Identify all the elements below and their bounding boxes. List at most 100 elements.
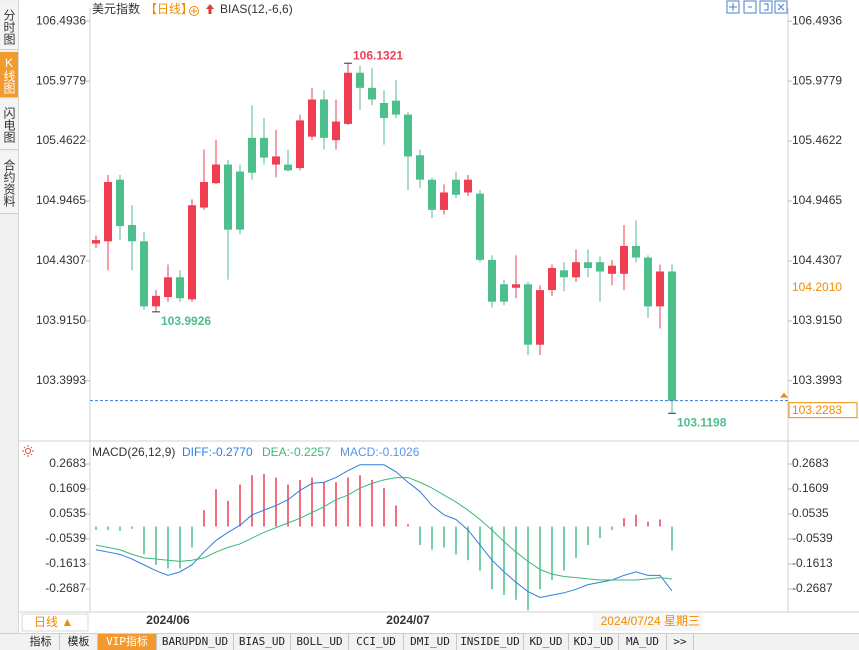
indicator-tab[interactable]: CCI_UD: [349, 634, 404, 650]
sidebar-tab[interactable]: K线图: [0, 52, 18, 98]
candle-body: [608, 265, 616, 274]
legend-entry: DEA:-0.2257: [262, 445, 331, 459]
y-tick-label: 0.1609: [49, 481, 86, 495]
macd-bar: [515, 526, 517, 600]
y2-tick-label: 105.4622: [792, 133, 842, 147]
macd-bar: [491, 526, 493, 590]
y-tick-label: -0.1613: [45, 556, 86, 570]
candle-body: [392, 100, 400, 115]
candle-body: [260, 137, 268, 158]
y-tick-label: 103.9150: [36, 313, 86, 327]
candle-body: [344, 72, 352, 124]
macd-bar: [407, 524, 409, 527]
candle-body: [596, 262, 604, 272]
indicator-tabs: 指标 模板 VIP指标 BARUPDN_UD BIAS_UD BOLL_UD CCI_UD D…: [0, 633, 859, 650]
candle-body: [440, 192, 448, 210]
candle-body: [488, 259, 496, 302]
indicator-tab[interactable]: KD_UD: [524, 634, 569, 650]
indicator-tab[interactable]: MA_UD: [619, 634, 667, 650]
candle-body: [164, 277, 172, 298]
indicator-tab[interactable]: KDJ_UD: [569, 634, 619, 650]
macd-bar: [263, 474, 265, 527]
indicator-tab[interactable]: DMI_UD: [404, 634, 457, 650]
sidebar-tab[interactable]: 分时图: [0, 4, 18, 50]
macd-bar: [203, 510, 205, 527]
y-tick-label: 105.4622: [36, 133, 86, 147]
indicator-tab[interactable]: 模板: [60, 634, 98, 650]
macd-bar: [503, 526, 505, 596]
candle-body: [236, 171, 244, 230]
candle-body: [296, 120, 304, 169]
cursor-label: 2024/07/24 星期三: [601, 614, 700, 628]
indicator-tab[interactable]: >>: [667, 634, 694, 650]
candle-body: [308, 99, 316, 137]
candle-body: [200, 182, 208, 208]
macd-bar: [143, 526, 145, 555]
candle-body: [248, 137, 256, 173]
y2-tick-label: 0.1609: [792, 481, 829, 495]
indicator-tab[interactable]: INSIDE_UD: [457, 634, 524, 650]
candle-body: [500, 284, 508, 302]
candle-body: [140, 241, 148, 307]
candle-body: [284, 164, 292, 171]
macd-bar: [275, 477, 277, 527]
candle-body: [104, 182, 112, 242]
candle-body: [404, 114, 412, 157]
y2-tick-label: 103.3993: [792, 373, 842, 387]
y2-tick-label: 104.9465: [792, 193, 842, 207]
y-tick-label: 106.4936: [36, 13, 86, 27]
macd-bar: [575, 526, 577, 558]
macd-bar: [155, 526, 157, 565]
macd-bar: [635, 514, 637, 527]
candle-body: [524, 284, 532, 345]
candle-body: [332, 121, 340, 141]
macd-bar: [95, 526, 97, 530]
candle-body: [560, 270, 568, 278]
macd-bar: [467, 526, 469, 561]
add-icon[interactable]: [189, 6, 199, 16]
sidebar: 分时图 K线图闪电图合约资料: [0, 0, 19, 633]
macd-bar: [551, 526, 553, 580]
indicator-tab[interactable]: BIAS_UD: [234, 634, 291, 650]
indicator-tab[interactable]: VIP指标: [98, 634, 157, 650]
candle-body: [380, 102, 388, 119]
cursor-label-box: [593, 613, 702, 631]
indicator-label: BIAS(12,-6,6): [220, 2, 293, 16]
candle-body: [548, 268, 556, 291]
y2-tick-label: -0.1613: [792, 556, 833, 570]
candle-body: [572, 262, 580, 278]
macd-bar: [119, 526, 121, 532]
y2-tick-label: 103.9150: [792, 313, 842, 327]
macd-icon: [22, 445, 34, 457]
y-tick-label: 104.4307: [36, 253, 86, 267]
y2-tick-label: 104.4307: [792, 253, 842, 267]
candle-body: [224, 164, 232, 230]
period-button-label[interactable]: 日线 ▲: [34, 615, 73, 629]
candle-body: [416, 155, 424, 180]
indicator-tab[interactable]: BARUPDN_UD: [157, 634, 234, 650]
candle-body: [212, 164, 220, 184]
y-tick-label: 103.3993: [36, 373, 86, 387]
candle-body: [356, 72, 364, 88]
sidebar-tab[interactable]: 闪电图: [0, 100, 18, 150]
chart-title: 美元指数: [92, 1, 140, 16]
macd-bar: [659, 519, 661, 527]
toolbar-icons[interactable]: [726, 0, 788, 14]
macd-line: [95, 477, 673, 581]
macd-bar: [299, 479, 301, 527]
y-tick-label: 104.9465: [36, 193, 86, 207]
indicator-tab[interactable]: BOLL_UD: [291, 634, 349, 650]
candle-body: [620, 245, 628, 274]
indicator-tab[interactable]: 指标: [22, 634, 60, 650]
macd-bar: [431, 526, 433, 550]
legend-entry: DIFF:-0.2770: [182, 445, 253, 459]
y2-tick-label: 0.0535: [792, 506, 829, 520]
macd-bar: [359, 475, 361, 527]
sidebar-tab[interactable]: 合约资料: [0, 152, 18, 214]
candle-body: [464, 179, 472, 193]
macd-bar: [527, 526, 529, 611]
indicator-icon[interactable]: [206, 4, 214, 14]
macd-bar: [611, 526, 613, 530]
period-button[interactable]: [21, 613, 89, 632]
